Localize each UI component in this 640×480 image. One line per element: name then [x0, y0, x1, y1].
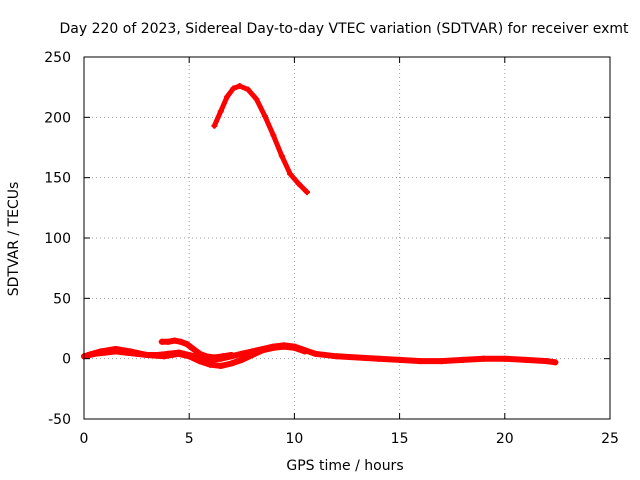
data-point [333, 353, 340, 360]
data-point [312, 350, 319, 357]
data-point [211, 122, 218, 129]
y-tick-label: 250 [44, 50, 71, 66]
tick-labels-layer: 0 5 10 15 20 25 -50 0 50 100 150 200 250 [44, 50, 619, 447]
data-point [287, 171, 294, 177]
axes-layer [83, 56, 611, 420]
x-tick-label: 0 [80, 431, 89, 447]
data-point [144, 352, 151, 358]
data-point [184, 341, 191, 348]
data-point [158, 338, 165, 345]
data-point [238, 356, 245, 363]
data-point [245, 86, 252, 93]
x-tick-label: 20 [496, 431, 514, 447]
data-point [278, 152, 285, 159]
data-point [161, 353, 167, 360]
data-point [259, 347, 266, 354]
data-point [165, 338, 172, 345]
chart-title: Day 220 of 2023, Sidereal Day-to-day VTE… [60, 21, 630, 37]
data-point [175, 350, 182, 357]
traces-layer [81, 83, 559, 369]
data-point [459, 356, 466, 363]
y-axis-label: SDTVAR / TECUs [6, 182, 22, 297]
data-point [270, 344, 277, 351]
data-point [203, 353, 209, 360]
data-point [396, 356, 403, 363]
data-point [438, 358, 445, 365]
data-point [301, 348, 308, 355]
grid-layer [84, 57, 610, 419]
data-point [224, 93, 231, 100]
y-tick-label: 100 [44, 231, 71, 247]
data-point [552, 359, 559, 366]
data-point [270, 132, 277, 139]
data-point [207, 361, 214, 368]
data-point [177, 338, 184, 345]
data-point [230, 85, 237, 92]
y-tick-label: 200 [44, 110, 71, 126]
data-point [127, 348, 134, 355]
data-point [219, 353, 226, 360]
data-point [375, 355, 382, 362]
data-point [249, 352, 256, 358]
y-tick-label: 50 [53, 291, 71, 307]
data-point [228, 352, 235, 358]
y-tick-label: 0 [62, 352, 71, 368]
data-point [85, 352, 92, 358]
x-tick-label: 15 [391, 431, 409, 447]
x-tick-label: 25 [601, 431, 619, 447]
data-point [211, 354, 218, 361]
data-point [217, 108, 224, 115]
data-point [253, 96, 260, 103]
data-point [261, 113, 268, 120]
data-point [543, 358, 550, 365]
data-point [417, 358, 424, 365]
data-point [304, 189, 310, 196]
data-point [196, 350, 203, 357]
data-point [522, 356, 529, 363]
x-tick-label: 10 [285, 431, 303, 447]
data-point [354, 354, 361, 361]
plot-frame [83, 56, 611, 420]
series-trace-1 [211, 83, 310, 195]
data-point [112, 346, 119, 352]
data-point [217, 362, 224, 369]
x-tick-label: 5 [185, 431, 194, 447]
data-point [228, 360, 235, 367]
data-point [291, 344, 298, 351]
data-point [186, 353, 193, 360]
data-point [97, 348, 104, 355]
data-point [171, 337, 178, 344]
x-axis-label: GPS time / hours [286, 458, 403, 474]
data-point [501, 355, 508, 362]
data-point [190, 346, 197, 352]
data-point [280, 343, 287, 350]
data-point [236, 83, 243, 89]
data-point [196, 358, 203, 365]
y-tick-label: 150 [44, 171, 71, 187]
data-point [295, 180, 302, 187]
data-point [238, 350, 245, 357]
data-point [480, 355, 487, 362]
y-tick-label: -50 [48, 412, 71, 428]
